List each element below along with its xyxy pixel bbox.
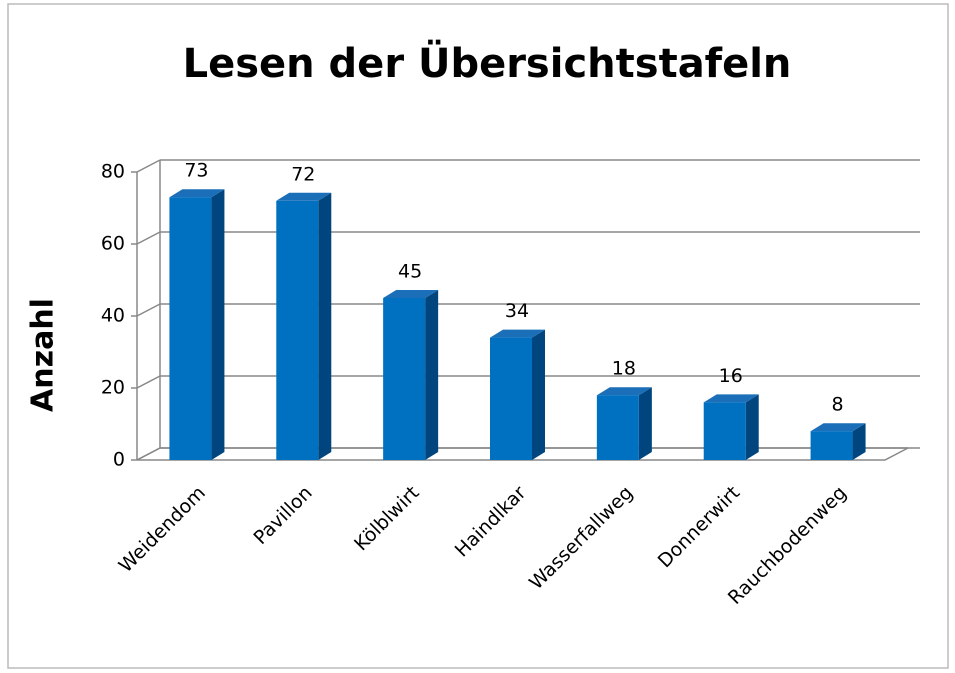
y-tick-label: 0 bbox=[113, 449, 125, 471]
bar-side bbox=[852, 423, 866, 460]
y-axis-label: Anzahl bbox=[26, 298, 61, 412]
bar bbox=[169, 197, 212, 460]
grid-line-side bbox=[136, 375, 161, 389]
bar bbox=[703, 402, 746, 460]
bar-side bbox=[318, 192, 332, 461]
data-label: 16 bbox=[719, 365, 743, 387]
y-tick-label: 60 bbox=[101, 233, 125, 255]
bar-top bbox=[276, 192, 332, 201]
grid-line-side bbox=[136, 231, 161, 245]
grid-line-side bbox=[136, 303, 161, 317]
bar bbox=[596, 395, 639, 460]
y-tick-label: 80 bbox=[101, 161, 125, 183]
data-label: 34 bbox=[505, 300, 529, 322]
chart-title: Lesen der Übersichtstafeln bbox=[183, 39, 792, 87]
bar bbox=[810, 431, 853, 460]
bar-side bbox=[211, 189, 225, 460]
data-label: 72 bbox=[291, 163, 315, 185]
data-label: 8 bbox=[832, 394, 844, 416]
bar-side bbox=[638, 387, 652, 460]
grid-line-side bbox=[136, 447, 161, 461]
bar-top bbox=[383, 290, 439, 298]
bar-side bbox=[532, 329, 545, 460]
chart-frame bbox=[7, 3, 949, 669]
bar-top bbox=[596, 387, 652, 396]
bar-top bbox=[810, 423, 866, 432]
bar bbox=[490, 337, 532, 460]
bar-side bbox=[425, 290, 439, 460]
grid-line-side bbox=[136, 159, 161, 173]
y-tick-label: 20 bbox=[101, 377, 125, 399]
bar-top bbox=[490, 329, 545, 338]
bar bbox=[383, 298, 426, 460]
data-label: 18 bbox=[612, 358, 636, 380]
y-tick-label: 40 bbox=[101, 305, 125, 327]
bar-top bbox=[169, 189, 225, 198]
data-label: 73 bbox=[184, 160, 208, 182]
bar-side bbox=[745, 394, 759, 460]
bar bbox=[276, 200, 319, 461]
bar-top bbox=[703, 394, 759, 403]
data-label: 45 bbox=[398, 261, 422, 283]
